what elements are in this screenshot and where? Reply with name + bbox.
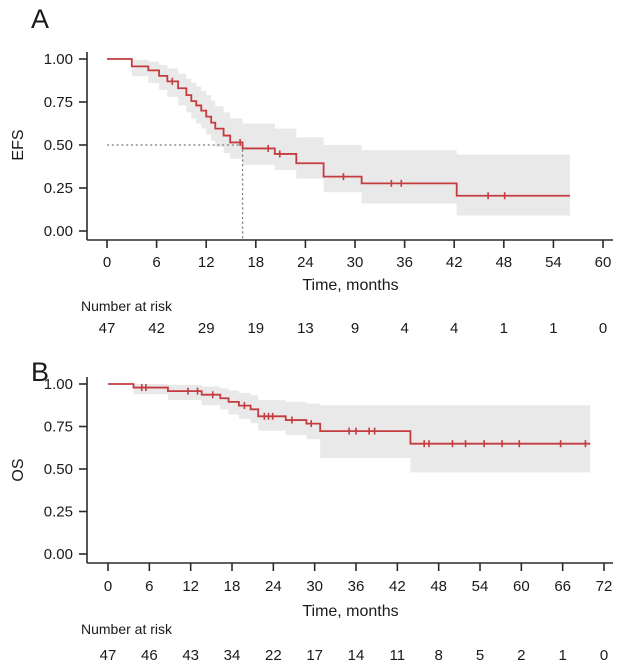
efs-chart: 1.00 0.75 0.50 0.25 0.00 0 6 12 18 24 30 36 42 48 54 60… (44, 51, 613, 334)
x-tick-label: 54 (472, 578, 489, 595)
x-tick-label: 12 (198, 254, 215, 271)
risk-count: 8 (435, 647, 443, 664)
x-tick-label: 36 (396, 254, 413, 271)
x-tick-label: 6 (145, 578, 153, 595)
x-tick-label: 30 (306, 578, 323, 595)
x-tick-label: 48 (430, 578, 447, 595)
risk-count: 1 (549, 320, 557, 334)
time-axis-label-a: Time, months (302, 277, 399, 294)
risk-count: 19 (247, 320, 264, 334)
x-tick-label: 36 (348, 578, 365, 595)
risk-count: 34 (224, 647, 241, 664)
risk-count: 2 (517, 647, 525, 664)
risk-count: 5 (476, 647, 484, 664)
risk-count: 42 (148, 320, 165, 334)
risk-count: 43 (182, 647, 199, 664)
confidence-band (131, 59, 570, 216)
risk-count: 4 (450, 320, 458, 334)
risk-count: 14 (348, 647, 365, 664)
x-tick-label: 60 (513, 578, 530, 595)
x-tick-label: 48 (495, 254, 512, 271)
x-tick-label: 24 (297, 254, 314, 271)
y-tick-label: 0.75 (44, 419, 73, 436)
risk-count: 0 (599, 320, 607, 334)
number-at-risk-label-a: Number at risk (81, 298, 173, 314)
number-at-risk-label-b: Number at risk (81, 621, 173, 637)
risk-count: 29 (198, 320, 215, 334)
x-tick-label: 54 (545, 254, 562, 271)
risk-count: 17 (306, 647, 323, 664)
x-tick-label: 18 (224, 578, 241, 595)
y-tick-label: 0.75 (44, 94, 73, 111)
x-tick-label: 66 (554, 578, 571, 595)
os-chart: 1.000.750.500.250.000 6 12 18 24 30 36 42 48 54 60… (44, 376, 613, 664)
y-tick-label: 0.00 (44, 546, 73, 563)
x-tick-label: 30 (347, 254, 364, 271)
y-tick-label: 1.00 (44, 376, 73, 393)
x-tick-label: 12 (182, 578, 199, 595)
time-axis-label-b: Time, months (302, 603, 399, 620)
x-tick-label: 18 (247, 254, 264, 271)
panel-b-letter: B (31, 357, 50, 387)
risk-count: 46 (141, 647, 158, 664)
x-tick-label: 0 (104, 578, 112, 595)
efs-axis-title: EFS (10, 129, 27, 161)
km-curve (107, 58, 570, 197)
y-tick-label: 0.25 (44, 180, 73, 197)
risk-count: 11 (390, 647, 406, 664)
risk-count: 13 (297, 320, 314, 334)
risk-count: 22 (265, 647, 282, 664)
y-tick-label: 0.00 (44, 223, 73, 240)
risk-count: 47 (100, 647, 117, 664)
risk-count: 4 (400, 320, 408, 334)
y-tick-label: 0.50 (44, 137, 73, 154)
panel-a-letter: A (31, 4, 50, 34)
risk-count: 1 (500, 320, 508, 334)
x-tick-label: 72 (596, 578, 613, 595)
risk-count: 0 (600, 647, 608, 664)
y-tick-label: 0.50 (44, 461, 73, 478)
x-tick-label: 60 (595, 254, 612, 271)
risk-count: 9 (351, 320, 359, 334)
x-tick-label: 24 (265, 578, 282, 595)
y-tick-label: 1.00 (44, 51, 73, 68)
confidence-band (133, 384, 591, 473)
x-tick-label: 6 (152, 254, 160, 271)
y-tick-label: 0.25 (44, 504, 73, 521)
x-tick-label: 0 (103, 254, 111, 271)
os-axis-title: OS (10, 458, 27, 482)
risk-count: 47 (99, 320, 116, 334)
risk-count: 1 (559, 647, 567, 664)
x-tick-label: 42 (389, 578, 406, 595)
x-tick-label: 42 (446, 254, 463, 271)
